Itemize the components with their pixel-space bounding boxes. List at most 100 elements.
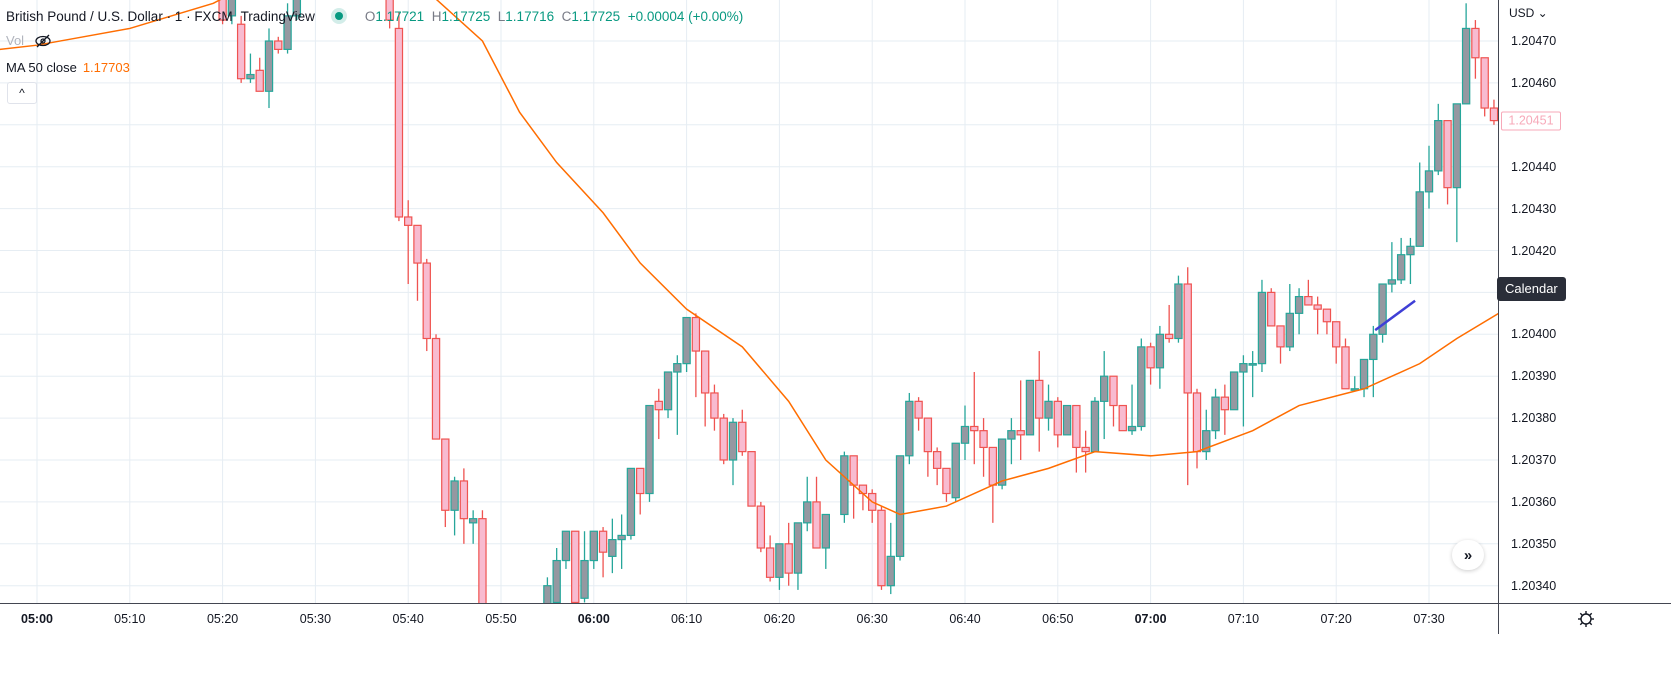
candle-up — [775, 543, 784, 590]
candle-body — [719, 417, 728, 461]
candle-up — [626, 467, 636, 540]
candle-up — [1211, 388, 1220, 440]
candle-up — [283, 3, 292, 54]
candle-body — [803, 501, 812, 524]
candle-down — [571, 530, 580, 603]
candle-body — [468, 518, 478, 524]
symbol-title[interactable]: British Pound / U.S. Dollar · 1 · FXCM — [6, 8, 233, 24]
candle-up — [1406, 237, 1415, 285]
candle-down — [255, 57, 264, 92]
candle-body — [645, 404, 654, 495]
price-chart[interactable] — [0, 0, 1498, 603]
candle-up — [1461, 3, 1471, 105]
trend-line-drawing — [1374, 299, 1416, 332]
time-tick-label: 07:10 — [1227, 612, 1260, 626]
candle-down — [1331, 321, 1341, 364]
price-axis[interactable]: USD ⌄ 1.20470 1.20460 1.20440 1.20430 1.2042… — [1498, 0, 1671, 603]
candle-body — [394, 27, 404, 218]
scroll-to-realtime-button[interactable]: » — [1452, 540, 1484, 570]
candle-body — [747, 451, 756, 507]
candle-down — [1304, 279, 1313, 306]
price-tick-label: 1.20460 — [1511, 75, 1557, 90]
candle-up — [1378, 283, 1387, 343]
candle-down — [867, 489, 877, 523]
candle-up — [663, 371, 673, 419]
candle-body — [218, 0, 227, 21]
candle-body — [812, 501, 821, 549]
candle-body — [914, 400, 923, 419]
candle-body — [1137, 346, 1146, 428]
candle-body — [552, 559, 561, 603]
candle-up — [1239, 355, 1248, 427]
candle-up — [645, 404, 654, 502]
volume-legend[interactable]: Vol — [6, 33, 52, 48]
candle-down — [932, 447, 942, 486]
candle-body — [1072, 404, 1081, 449]
candle-down — [598, 527, 608, 578]
candle-down — [1313, 296, 1322, 335]
candle-down — [422, 258, 431, 352]
candle-up — [951, 442, 960, 502]
candle-body — [1276, 325, 1285, 348]
candle-up — [292, 0, 302, 21]
time-tick-label: 05:10 — [114, 612, 146, 626]
candle-down — [404, 200, 413, 285]
currency-selector[interactable]: USD ⌄ — [1509, 6, 1548, 20]
candle-down — [1322, 308, 1332, 335]
candle-up — [1127, 384, 1137, 435]
time-tick-label: 06:20 — [763, 612, 796, 626]
candle-down — [218, 0, 227, 25]
collapse-legend-button[interactable]: ^ — [7, 82, 37, 104]
candle-down — [1443, 120, 1452, 205]
candle-body — [227, 0, 237, 17]
candle-body — [246, 73, 255, 80]
candle-down — [1118, 404, 1127, 432]
candle-down — [858, 484, 868, 511]
candle-down — [635, 467, 645, 515]
candle-up — [1099, 351, 1109, 440]
candle-down — [1016, 380, 1025, 460]
candle-down — [1053, 397, 1062, 448]
candle-body — [626, 467, 636, 537]
candle-up — [1044, 384, 1053, 431]
chart-legend: British Pound / U.S. Dollar · 1 · FXCM T… — [6, 8, 743, 24]
candle-body — [951, 442, 960, 499]
candle-body — [691, 316, 701, 352]
candle-up — [1202, 409, 1211, 460]
candle-body — [1035, 379, 1044, 419]
ma-legend[interactable]: MA 50 close 1.17703 — [6, 60, 130, 75]
candle-body — [1406, 245, 1415, 256]
time-axis[interactable]: 05:00 05:10 05:20 05:30 05:40 05:50 06:00 06:10… — [0, 603, 1498, 634]
candle-body — [1461, 27, 1471, 105]
eye-crossed-icon[interactable] — [34, 34, 52, 48]
candle-up — [821, 513, 831, 569]
candle-body — [1220, 396, 1230, 411]
candle-body — [1127, 425, 1137, 432]
time-tick-label: 05:50 — [485, 612, 517, 626]
candle-down — [1480, 57, 1489, 117]
candle-body — [663, 371, 673, 411]
candle-up — [608, 518, 617, 574]
candle-body — [654, 400, 663, 411]
candle-up — [227, 0, 237, 25]
candle-body — [404, 216, 413, 226]
settings-button[interactable] — [1498, 603, 1671, 634]
candle-up — [673, 355, 682, 435]
candle-body — [589, 530, 599, 562]
candle-up — [1424, 145, 1434, 209]
candle-down — [691, 313, 701, 398]
candle-body — [1016, 430, 1025, 436]
candle-down — [710, 384, 719, 431]
candle-body — [1471, 27, 1480, 59]
candle-body — [821, 513, 831, 549]
candle-down — [1164, 304, 1174, 343]
candle-up — [1025, 379, 1035, 436]
candle-down — [236, 15, 246, 83]
change-value: +0.00004 (+0.00%) — [627, 8, 744, 24]
candle-body — [673, 363, 682, 373]
candle-up — [960, 405, 970, 460]
candle-up — [1090, 397, 1100, 453]
candle-up — [1396, 237, 1406, 285]
candle-down — [1220, 384, 1230, 435]
candle-down — [979, 418, 988, 477]
